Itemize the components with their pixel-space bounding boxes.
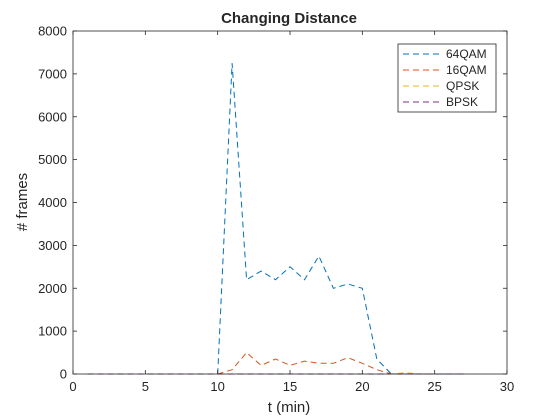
y-tick-label: 6000 (38, 109, 67, 124)
legend-label-16qam: 16QAM (446, 63, 487, 77)
x-tick-label: 25 (427, 379, 441, 394)
y-tick-label: 7000 (38, 66, 67, 81)
y-tick-label: 2000 (38, 281, 67, 296)
y-tick-label: 0 (60, 367, 67, 382)
chart-title: Changing Distance (221, 10, 357, 27)
y-tick-label: 4000 (38, 195, 67, 210)
x-tick-label: 30 (500, 379, 514, 394)
x-tick-label: 15 (283, 379, 297, 394)
x-tick-label: 5 (142, 379, 149, 394)
ticks: 0 5 10 15 20 25 30 0 1000 2000 3000 4000 5000 6000 700… (38, 24, 514, 395)
legend-label-64qam: 64QAM (446, 47, 487, 61)
series-line-16qam (87, 351, 464, 375)
x-tick-label: 0 (69, 379, 76, 394)
y-tick-label: 8000 (38, 24, 67, 39)
y-tick-label: 3000 (38, 238, 67, 253)
y-tick-label: 1000 (38, 324, 67, 339)
y-axis-label: # frames (14, 173, 31, 231)
legend-box (397, 43, 497, 113)
legend-label-bpsk: BPSK (446, 95, 478, 109)
legend-label-qpsk: QPSK (446, 79, 479, 93)
y-tick-label: 5000 (38, 152, 67, 167)
x-tick-label: 10 (210, 379, 224, 394)
x-tick-label: 20 (355, 379, 369, 394)
legend: 64QAM 16QAM QPSK BPSK (397, 43, 497, 113)
x-axis-label: t (min) (268, 399, 311, 416)
